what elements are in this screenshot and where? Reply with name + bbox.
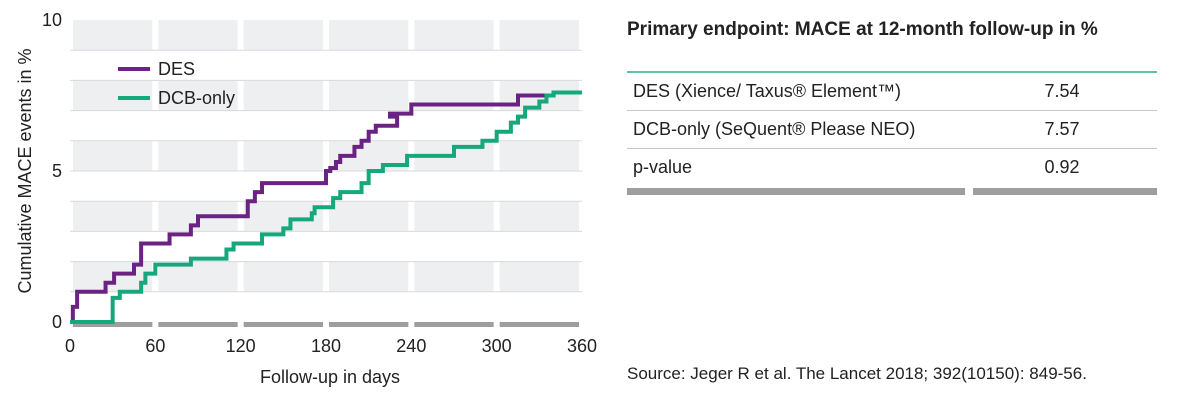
- legend-label: DES: [158, 59, 195, 79]
- grid-band: [158, 140, 238, 171]
- x-tick-labels: 0 60 120 180 240 300 360: [65, 336, 597, 356]
- grid-band: [329, 201, 409, 232]
- x-tick-label: 180: [311, 336, 341, 356]
- grid-band: [73, 20, 153, 51]
- grid-band: [329, 261, 409, 292]
- x-tick-label: 60: [145, 336, 165, 356]
- baseline-segment: [414, 322, 494, 327]
- grid-band: [73, 80, 153, 111]
- x-tick-label: 360: [567, 336, 597, 356]
- y-tick-label: 5: [52, 161, 62, 181]
- baseline-segment: [329, 322, 409, 327]
- mace-chart: 0 60 120 180 240 300 360 0 5 10 Follow-up in day…: [15, 10, 597, 387]
- grid-band: [414, 201, 494, 232]
- x-tick-label: 120: [226, 336, 256, 356]
- grid-band: [499, 261, 579, 292]
- grid-band: [499, 201, 579, 232]
- grid-band: [158, 261, 238, 292]
- grid-band: [414, 261, 494, 292]
- row-value: 7.54: [1044, 81, 1080, 101]
- y-tick-labels: 0 5 10: [42, 10, 62, 332]
- y-axis-label: Cumulative MACE events in %: [15, 48, 35, 293]
- table-row: DES (Xience/ Taxus® Element™) 7.54: [627, 73, 1157, 111]
- baseline-segment: [158, 322, 238, 327]
- grid-band: [329, 20, 409, 51]
- grid-band: [243, 20, 323, 51]
- grid-band: [499, 140, 579, 171]
- table-row: p-value 0.92: [627, 149, 1157, 186]
- grid-band: [243, 80, 323, 111]
- grid-band: [73, 140, 153, 171]
- grid-band: [414, 20, 494, 51]
- grid-band: [243, 140, 323, 171]
- x-axis-baseline: [73, 322, 579, 327]
- row-label: p-value: [633, 157, 693, 177]
- y-tick-label: 0: [52, 312, 62, 332]
- table-bottom-bar: [627, 188, 965, 195]
- x-tick-label: 300: [482, 336, 512, 356]
- legend: DES DCB-only: [118, 59, 235, 108]
- table-bottom-rule: [627, 188, 1157, 195]
- grid-band: [243, 261, 323, 292]
- table-title: Primary endpoint: MACE at 12-month follo…: [627, 19, 1098, 40]
- grid-band: [158, 80, 238, 111]
- series-line-des: [70, 90, 582, 324]
- table-row: DCB-only (SeQuent® Please NEO) 7.57: [627, 111, 1157, 149]
- grid-band: [158, 20, 238, 51]
- row-label: DES (Xience/ Taxus® Element™): [633, 81, 902, 101]
- source-citation: Source: Jeger R et al. The Lancet 2018; …: [627, 364, 1087, 383]
- baseline-segment: [73, 322, 153, 327]
- baseline-segment: [243, 322, 323, 327]
- grid-bands: [70, 20, 582, 293]
- grid-band: [73, 201, 153, 232]
- series-line-dcb-only: [70, 90, 582, 324]
- series-lines: [70, 90, 582, 324]
- x-axis-label: Follow-up in days: [260, 367, 400, 387]
- grid-band: [329, 80, 409, 111]
- row-value: 7.57: [1044, 119, 1080, 139]
- row-label: DCB-only (SeQuent® Please NEO): [633, 119, 916, 139]
- x-tick-label: 0: [65, 336, 75, 356]
- grid-band: [499, 20, 579, 51]
- legend-label: DCB-only: [158, 88, 235, 108]
- x-tick-label: 240: [396, 336, 426, 356]
- baseline-segment: [499, 322, 579, 327]
- row-value: 0.92: [1044, 157, 1080, 177]
- results-table: DES (Xience/ Taxus® Element™) 7.54 DCB-o…: [627, 71, 1157, 195]
- table-bottom-bar: [973, 188, 1157, 195]
- y-tick-label: 10: [42, 10, 62, 30]
